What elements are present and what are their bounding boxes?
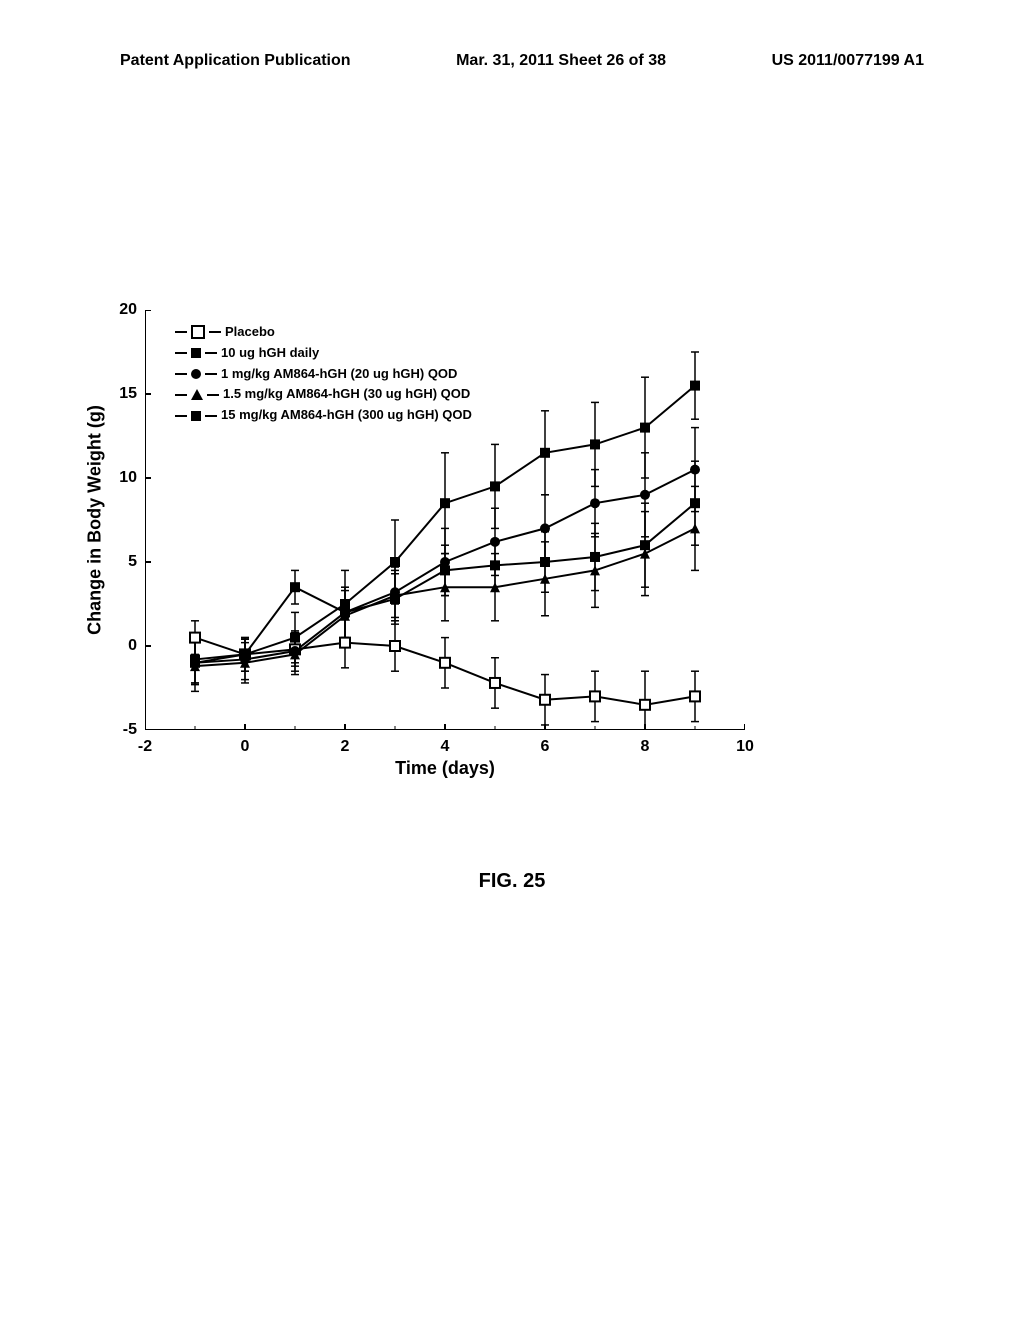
x-tick-label: 2 <box>341 738 350 756</box>
y-tick-label: 20 <box>119 301 137 319</box>
x-tick-label: 6 <box>541 738 550 756</box>
x-axis-label: Time (days) <box>395 758 495 779</box>
legend-item: 1.5 mg/kg AM864-hGH (30 ug hGH) QOD <box>175 384 472 405</box>
legend-marker-icon <box>191 369 201 379</box>
legend-label: 15 mg/kg AM864-hGH (300 ug hGH) QOD <box>221 405 472 426</box>
legend-marker-icon <box>191 325 205 339</box>
legend-item: 10 ug hGH daily <box>175 343 472 364</box>
header: Patent Application Publication Mar. 31, … <box>0 52 1024 70</box>
legend-label: 1.5 mg/kg AM864-hGH (30 ug hGH) QOD <box>223 384 470 405</box>
y-tick-label: 5 <box>128 553 137 571</box>
legend-marker-icon <box>191 348 201 358</box>
legend-item: 15 mg/kg AM864-hGH (300 ug hGH) QOD <box>175 405 472 426</box>
legend-marker-icon <box>191 389 203 400</box>
legend: Placebo10 ug hGH daily1 mg/kg AM864-hGH … <box>175 322 472 426</box>
legend-label: 1 mg/kg AM864-hGH (20 ug hGH) QOD <box>221 364 457 385</box>
y-tick-label: 10 <box>119 469 137 487</box>
legend-label: Placebo <box>225 322 275 343</box>
legend-label: 10 ug hGH daily <box>221 343 319 364</box>
chart: Change in Body Weight (g) Time (days) -5… <box>145 310 745 730</box>
x-tick-label: 10 <box>736 738 754 756</box>
y-tick-label: 15 <box>119 385 137 403</box>
y-axis-label: Change in Body Weight (g) <box>85 405 106 635</box>
x-tick-label: -2 <box>138 738 152 756</box>
header-right: US 2011/0077199 A1 <box>772 52 924 70</box>
y-tick-label: 0 <box>128 637 137 655</box>
x-tick-label: 4 <box>441 738 450 756</box>
header-center: Mar. 31, 2011 Sheet 26 of 38 <box>456 52 666 70</box>
x-tick-label: 8 <box>641 738 650 756</box>
figure-caption: FIG. 25 <box>479 870 546 893</box>
x-tick-label: 0 <box>241 738 250 756</box>
legend-item: 1 mg/kg AM864-hGH (20 ug hGH) QOD <box>175 364 472 385</box>
y-tick-label: -5 <box>123 721 137 739</box>
legend-item: Placebo <box>175 322 472 343</box>
header-left: Patent Application Publication <box>120 52 351 70</box>
legend-marker-icon <box>191 411 201 421</box>
